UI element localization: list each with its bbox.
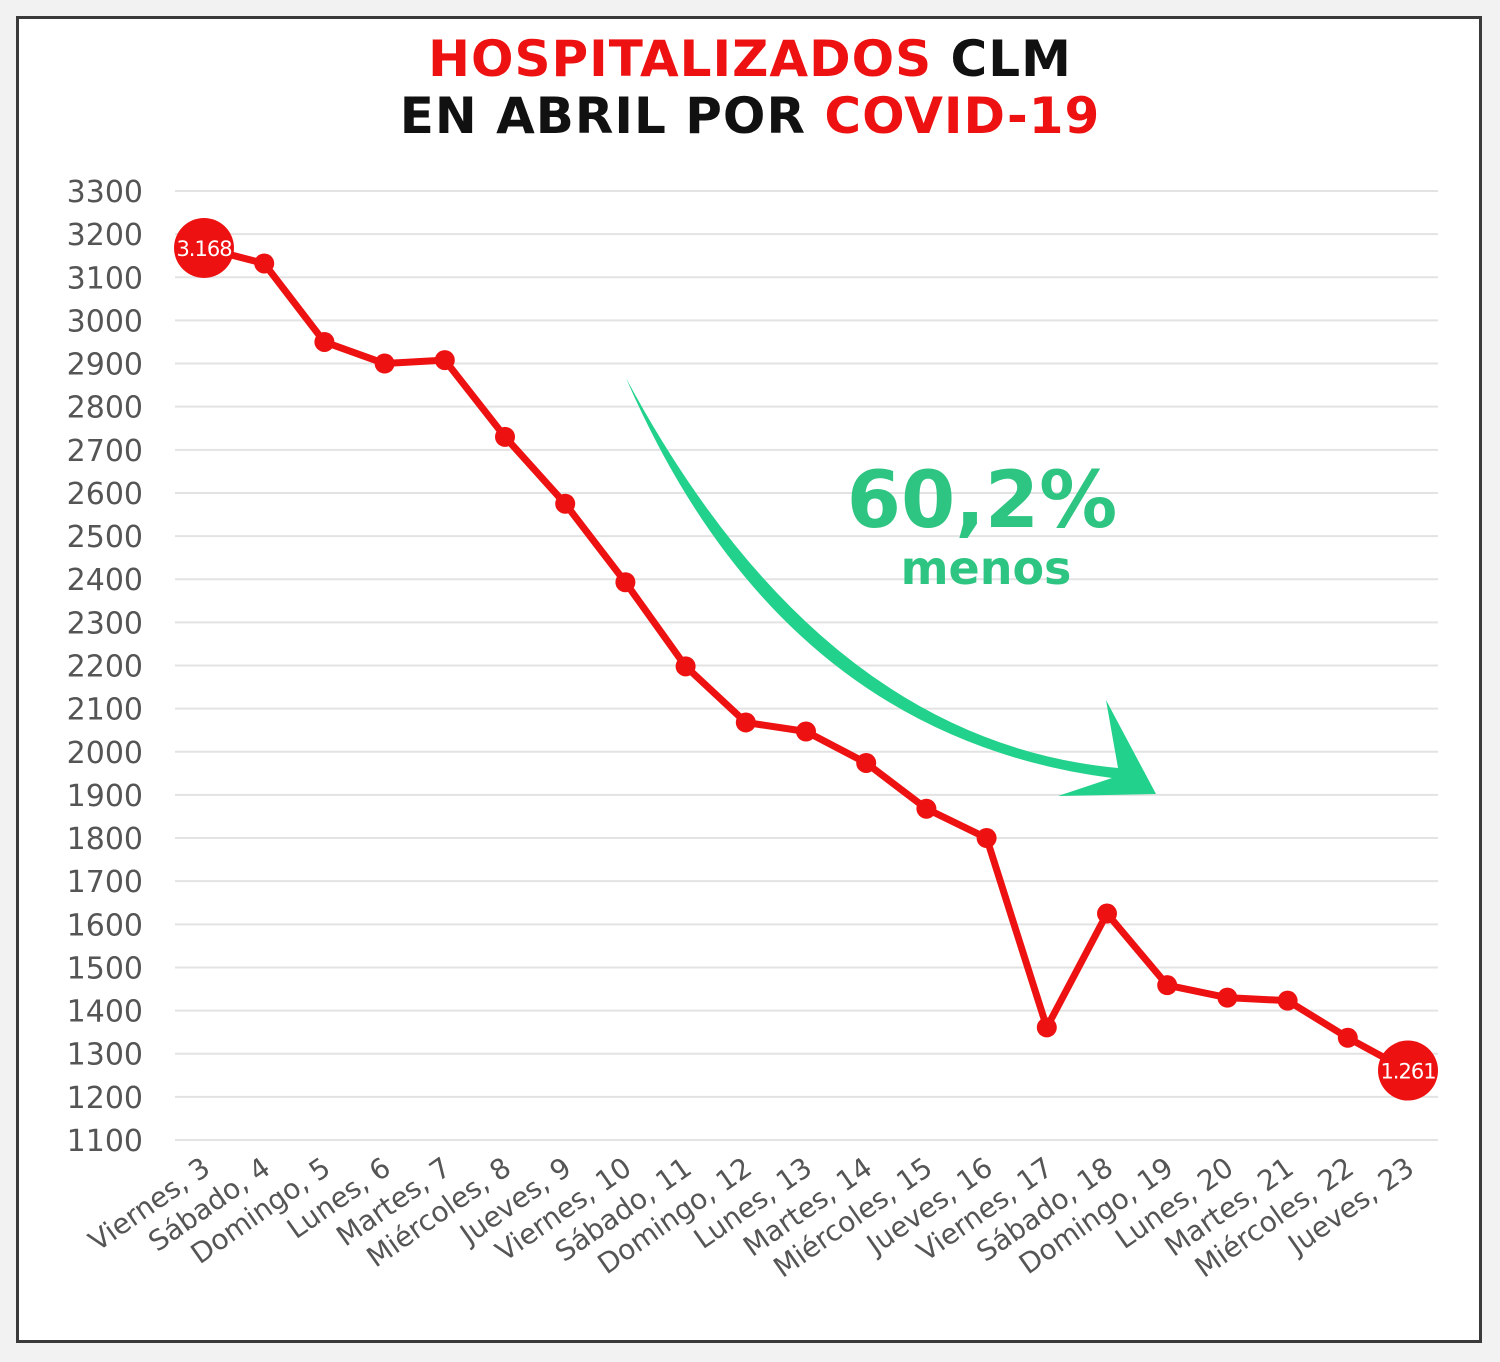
chart-frame <box>16 16 1482 1343</box>
y-tick-label: 2800 <box>67 391 143 426</box>
data-label: 3.168 <box>176 237 231 261</box>
grid-lines <box>175 190 1438 1141</box>
data-point <box>675 656 696 677</box>
y-tick-label: 2900 <box>67 348 143 383</box>
title-clm: CLM <box>950 30 1072 88</box>
data-point-large <box>174 217 234 278</box>
y-tick-label: 2100 <box>67 693 143 728</box>
y-tick-label: 2400 <box>67 563 143 598</box>
data-point <box>615 572 636 593</box>
y-tick-label: 1300 <box>67 1038 143 1073</box>
y-tick-label: 3200 <box>67 218 143 253</box>
title-hospitalizados: HOSPITALIZADOS <box>428 30 933 88</box>
chart-title-line-1: HOSPITALIZADOS CLM <box>0 30 1500 88</box>
data-point <box>314 331 335 352</box>
y-tick-label: 3100 <box>67 261 143 296</box>
chart-title-line-2: EN ABRIL POR COVID-19 <box>0 87 1500 145</box>
annotation: 60,2% menos <box>847 456 1118 595</box>
data-point <box>976 828 997 849</box>
arrow-shape <box>626 378 1156 796</box>
data-point <box>916 798 937 819</box>
data-point <box>254 253 275 274</box>
y-tick-label: 2200 <box>67 650 143 685</box>
data-point <box>796 721 816 742</box>
data-label: 1.261 <box>1380 1060 1435 1084</box>
y-tick-label: 1400 <box>67 995 143 1030</box>
y-tick-label: 1100 <box>67 1124 143 1159</box>
data-point <box>1337 1027 1358 1048</box>
data-point <box>555 493 576 514</box>
data-point <box>735 712 756 733</box>
annotation-menos: menos <box>901 541 1072 595</box>
y-tick-label: 1700 <box>67 865 143 900</box>
y-tick-label: 2700 <box>67 434 143 469</box>
annotation-percent: 60,2% <box>847 456 1118 546</box>
y-tick-label: 3000 <box>67 304 143 339</box>
data-points: 3.168 1.261 <box>174 217 1438 1101</box>
data-point <box>434 350 455 371</box>
data-point <box>374 353 395 374</box>
data-point <box>495 426 515 447</box>
y-tick-label: 1800 <box>67 822 143 857</box>
y-tick-label: 2600 <box>67 477 143 512</box>
data-point-large <box>1378 1040 1438 1101</box>
data-point <box>1277 990 1298 1011</box>
y-tick-label: 1600 <box>67 908 143 943</box>
title-covid-19: COVID-19 <box>824 87 1101 145</box>
y-tick-label: 1500 <box>67 951 143 986</box>
data-point <box>856 752 877 773</box>
y-tick-label: 3300 <box>67 175 143 210</box>
data-point <box>1217 987 1238 1008</box>
y-tick-label: 1900 <box>67 779 143 814</box>
y-tick-label: 2000 <box>67 736 143 771</box>
y-tick-label: 1200 <box>67 1081 143 1116</box>
y-tick-label: 2500 <box>67 520 143 555</box>
data-point <box>1097 903 1117 924</box>
down-right-curved-arrow-icon <box>626 378 1156 796</box>
y-axis-ticks: 3300 3200 3100 3000 2900 2800 2700 2600 2500 2400… <box>67 175 143 1159</box>
y-tick-label: 2300 <box>67 606 143 641</box>
data-point <box>1157 975 1178 996</box>
title-en-abril-por: EN ABRIL POR <box>399 87 806 145</box>
data-point <box>1036 1017 1057 1038</box>
